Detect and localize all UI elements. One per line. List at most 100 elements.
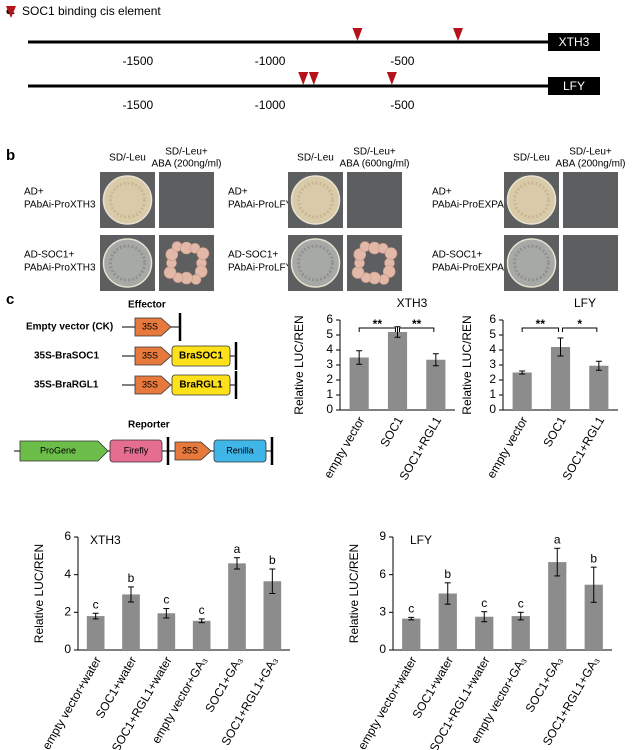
chart-title: LFY [410, 533, 432, 547]
promoter-label: 35S [142, 321, 158, 331]
gene-box [548, 33, 600, 51]
y-tick-label: 2 [489, 372, 496, 386]
element-label: 35S [182, 445, 198, 455]
bar [122, 594, 140, 650]
y-tick-label: 3 [379, 605, 386, 619]
legend-text: SOC1 binding cis element [22, 4, 161, 18]
plate-image [347, 172, 402, 228]
significance-bracket [521, 327, 559, 332]
bar [550, 347, 571, 410]
panel-label: b [6, 147, 15, 164]
error-bar [128, 586, 134, 603]
colony [351, 266, 365, 279]
column-header: ABA (200ng/ml) [151, 159, 221, 170]
bar [402, 618, 421, 650]
gene-label: BraSOC1 [179, 351, 223, 362]
error-bar [198, 618, 205, 624]
promoter-arrow [19, 440, 109, 462]
significance-letter: b [269, 553, 276, 567]
promoter-arrow [134, 375, 172, 395]
error-bar [519, 370, 526, 375]
column-header: SD/-Leu+ [569, 147, 612, 158]
colony-texture [513, 181, 550, 219]
chart-title: LFY [574, 296, 596, 310]
x-tick-label: -1500 [122, 98, 153, 112]
y-tick-label: 5 [489, 327, 496, 341]
error-bar [557, 337, 564, 357]
cis-element [352, 28, 363, 41]
plate-image [159, 172, 214, 228]
y-tick-label: 9 [379, 529, 386, 543]
bar [192, 620, 211, 650]
bar [511, 616, 530, 650]
row-label: AD-SOC1+ [24, 250, 74, 261]
x-tick-label: SOC1 [377, 414, 406, 450]
colony-texture [297, 181, 334, 219]
significance-bracket [399, 327, 435, 332]
y-tick-label: 0 [379, 642, 386, 656]
error-bar [595, 360, 602, 371]
bar [157, 613, 176, 650]
legend-marker [6, 6, 16, 18]
cis-element [308, 72, 319, 85]
y-tick-label: 4 [326, 342, 333, 356]
bar [475, 616, 494, 650]
y-tick-label: 2 [64, 605, 71, 619]
y-axis-label: Relative LUC/REN [32, 544, 46, 643]
bar [387, 332, 408, 410]
bar [589, 365, 609, 410]
error-bar [444, 582, 451, 605]
gene-box [548, 77, 600, 95]
error-bar [481, 611, 488, 623]
y-tick-label: 4 [64, 567, 71, 581]
promoter-arrow [134, 346, 172, 366]
column-header: ABA (600ng/ml) [339, 159, 409, 170]
bar [349, 357, 369, 410]
bar [86, 616, 105, 650]
bar [584, 584, 603, 650]
y-tick-label: 6 [64, 529, 71, 543]
x-tick-label: -500 [390, 98, 414, 112]
row-label: PAbAi-ProXTH3 [24, 200, 96, 211]
cis-element [386, 72, 397, 85]
x-tick-label: empty vector+water [39, 654, 104, 750]
gene-box [213, 439, 267, 463]
y-tick-label: 6 [326, 312, 333, 326]
x-tick-label: SOC1 [540, 414, 569, 450]
y-tick-label: 2 [326, 372, 333, 386]
row-label: AD+ [228, 187, 248, 198]
significance-bracket [562, 327, 598, 332]
bar [426, 359, 446, 410]
column-header: SD/-Leu [109, 153, 146, 164]
y-tick-label: 0 [64, 642, 71, 656]
significance-letter: a [234, 542, 241, 556]
element-label: Firefly [124, 445, 149, 455]
colony [194, 265, 208, 278]
y-axis-label: Relative LUC/REN [292, 315, 306, 414]
gene-box [109, 439, 163, 463]
y-tick-label: 6 [379, 567, 386, 581]
x-tick-label: empty vector [321, 414, 367, 480]
x-tick-label: -1500 [122, 54, 153, 68]
colony-texture [109, 181, 146, 219]
gene-label: LFY [563, 79, 585, 93]
x-tick-label: empty vector+water [355, 654, 420, 750]
significance-stars: ** [373, 317, 383, 331]
gene-label: BraRGL1 [179, 380, 223, 391]
row-label: AD+ [432, 187, 452, 198]
row-label: AD-SOC1+ [432, 250, 482, 261]
significance-stars: * [577, 317, 582, 331]
significance-stars: ** [536, 317, 546, 331]
plate-image [563, 172, 618, 228]
panel-label: c [6, 291, 14, 308]
x-tick-label: -1000 [255, 98, 286, 112]
colony-texture [297, 244, 334, 282]
row-label: PAbAi-ProLFY [228, 263, 293, 274]
promoter-label: 35S [142, 379, 158, 389]
significance-letter: c [199, 603, 205, 617]
element-label: ProGene [40, 445, 76, 455]
significance-bracket [358, 327, 396, 332]
significance-letter: c [93, 597, 99, 611]
y-axis-label: Relative LUC/REN [347, 544, 361, 643]
